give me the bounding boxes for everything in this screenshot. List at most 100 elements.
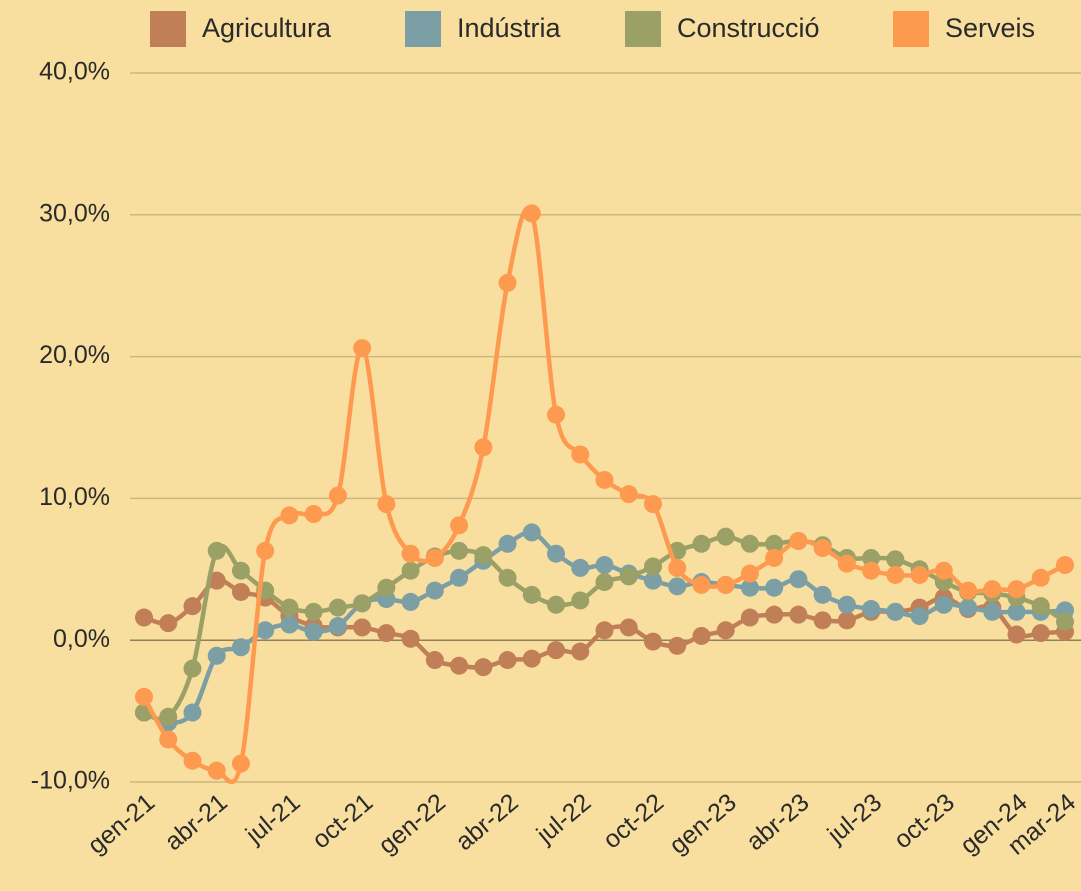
x-tick-label: abr-23 bbox=[741, 788, 814, 856]
data-point bbox=[353, 618, 372, 637]
data-point bbox=[328, 486, 347, 505]
data-point bbox=[280, 615, 299, 634]
y-tick-label: 30,0% bbox=[39, 199, 110, 227]
data-point bbox=[959, 581, 978, 600]
data-point bbox=[304, 622, 323, 641]
y-tick-label: 20,0% bbox=[39, 341, 110, 369]
data-point bbox=[474, 546, 493, 565]
data-point bbox=[377, 624, 396, 643]
data-point bbox=[474, 438, 493, 457]
legend-label: Construcció bbox=[677, 13, 820, 43]
x-tick-label: jul-23 bbox=[822, 788, 888, 849]
data-point bbox=[1007, 580, 1026, 599]
data-point bbox=[547, 544, 566, 563]
data-point bbox=[643, 632, 662, 651]
series bbox=[135, 204, 1074, 785]
data-point bbox=[837, 554, 856, 573]
data-point bbox=[256, 541, 275, 560]
data-point bbox=[135, 608, 153, 627]
data-point bbox=[353, 594, 372, 613]
data-point bbox=[716, 621, 735, 640]
data-point bbox=[571, 591, 590, 610]
x-tick-label: oct-21 bbox=[307, 788, 378, 854]
data-point bbox=[328, 598, 347, 617]
legend-swatch bbox=[893, 11, 929, 47]
data-point bbox=[522, 204, 541, 223]
data-point bbox=[498, 273, 517, 292]
data-point bbox=[740, 578, 759, 597]
data-point bbox=[159, 614, 178, 633]
x-tick-label: abr-21 bbox=[159, 788, 232, 856]
data-point bbox=[571, 558, 590, 577]
data-point bbox=[207, 646, 226, 665]
y-tick-label: 0,0% bbox=[53, 625, 110, 653]
data-point bbox=[765, 605, 784, 624]
data-point bbox=[159, 707, 178, 726]
data-point bbox=[547, 405, 566, 424]
data-point bbox=[595, 621, 614, 640]
series bbox=[135, 527, 1074, 726]
data-point bbox=[207, 761, 226, 780]
data-point bbox=[547, 641, 566, 660]
series-line bbox=[142, 205, 1067, 785]
data-point bbox=[280, 506, 299, 525]
legend-label: Indústria bbox=[457, 13, 562, 43]
data-point bbox=[813, 539, 832, 558]
data-point bbox=[886, 565, 905, 584]
data-point bbox=[765, 578, 784, 597]
legend-swatch bbox=[150, 11, 186, 47]
x-tick-label: oct-23 bbox=[889, 788, 960, 854]
data-point bbox=[983, 602, 1002, 621]
data-point bbox=[522, 585, 541, 604]
data-point bbox=[401, 629, 420, 648]
data-point bbox=[304, 602, 323, 621]
data-point bbox=[256, 621, 275, 640]
x-tick-label: jul-21 bbox=[240, 788, 306, 849]
data-point bbox=[231, 561, 250, 580]
x-tick-label: gen-23 bbox=[664, 788, 742, 859]
data-point bbox=[547, 595, 566, 614]
data-point bbox=[183, 659, 202, 678]
data-point bbox=[934, 561, 953, 580]
data-point bbox=[1007, 625, 1026, 644]
legend-label: Agricultura bbox=[202, 13, 332, 43]
data-point bbox=[886, 550, 905, 569]
data-point bbox=[183, 703, 202, 722]
data-point bbox=[789, 531, 808, 550]
data-point bbox=[837, 595, 856, 614]
data-point bbox=[353, 339, 372, 358]
data-point bbox=[886, 602, 905, 621]
y-tick-label: 10,0% bbox=[39, 483, 110, 511]
data-point bbox=[910, 565, 929, 584]
data-point bbox=[934, 595, 953, 614]
legend-label: Serveis bbox=[945, 13, 1035, 43]
data-point bbox=[1056, 556, 1074, 575]
data-point bbox=[716, 527, 735, 546]
data-point bbox=[813, 611, 832, 630]
data-point bbox=[450, 568, 469, 587]
data-point bbox=[789, 570, 808, 589]
data-point bbox=[668, 636, 687, 655]
data-point bbox=[377, 578, 396, 597]
data-point bbox=[571, 642, 590, 661]
data-point bbox=[1007, 602, 1026, 621]
data-point bbox=[716, 575, 735, 594]
y-tick-label: 40,0% bbox=[39, 58, 110, 86]
data-point bbox=[910, 607, 929, 626]
data-point bbox=[643, 571, 662, 590]
data-point bbox=[231, 754, 250, 773]
data-point bbox=[619, 618, 638, 637]
data-point bbox=[619, 567, 638, 586]
data-point bbox=[522, 649, 541, 668]
data-point bbox=[135, 687, 153, 706]
data-point bbox=[304, 504, 323, 523]
data-point bbox=[377, 495, 396, 514]
data-point bbox=[765, 534, 784, 553]
x-tick-label: gen-21 bbox=[82, 788, 160, 859]
data-point bbox=[183, 597, 202, 616]
data-point bbox=[159, 730, 178, 749]
data-point bbox=[450, 516, 469, 535]
legend-swatch bbox=[625, 11, 661, 47]
